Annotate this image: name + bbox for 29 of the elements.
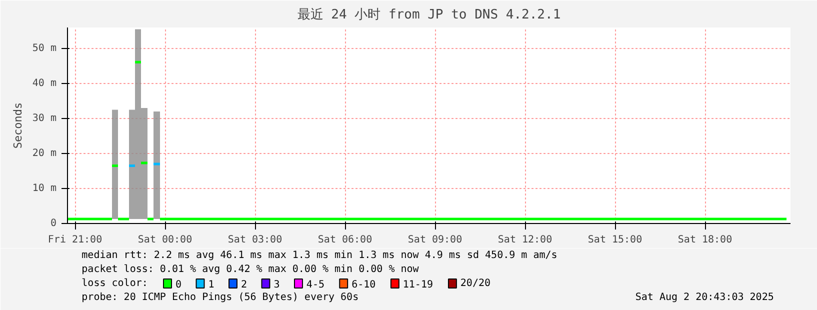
x-tick-label: Fri 21:00 (48, 234, 102, 246)
x-tick-label: Sat 15:00 (588, 234, 642, 246)
y-tick-label: 0 (50, 218, 57, 229)
chart-title: 最近 24 小时 from JP to DNS 4.2.2.1 (297, 8, 561, 22)
legend-label: 3 (274, 280, 280, 290)
legend-label: 4-5 (306, 280, 324, 290)
x-tick-label: Sat 03:00 (228, 234, 282, 246)
text: packet loss: 0.01 % avg 0.42 % max 0.00 % min 0.00 % now (82, 264, 420, 275)
legend-label: 6-10 (352, 280, 376, 290)
legend-label: 1 (208, 280, 214, 290)
text: Sat Aug 2 20:43:03 2025 (635, 292, 774, 303)
y-tick-label: 40 m (32, 78, 57, 89)
legend-label: 20/20 (460, 278, 491, 289)
y-tick-label: 30 m (32, 113, 57, 124)
legend-title: loss color: (82, 278, 148, 289)
text: median rtt: 2.2 ms avg 46.1 ms max 1.3 ms min 1.3 ms now 4.9 ms sd 450.9 m am/s (82, 250, 558, 261)
y-axis-title: Seconds (11, 102, 24, 149)
legend-label: 0 (175, 280, 182, 290)
legend-label: 2 (240, 280, 247, 290)
y-tick-label: 50 m (32, 43, 57, 54)
x-tick-label: Sat 18:00 (678, 234, 732, 246)
y-tick-label: 20 m (32, 148, 57, 159)
x-tick-label: Sat 09:00 (408, 234, 462, 246)
y-tick-label: 10 m (32, 183, 57, 194)
text: probe: 20 ICMP Echo Pings (56 Bytes) every 60s (82, 292, 359, 303)
legend-label: 11-19 (402, 280, 434, 290)
x-tick-label: Sat 12:00 (498, 234, 552, 246)
x-tick-label: Sat 00:00 (138, 234, 192, 246)
x-tick-label: Sat 06:00 (318, 234, 372, 246)
